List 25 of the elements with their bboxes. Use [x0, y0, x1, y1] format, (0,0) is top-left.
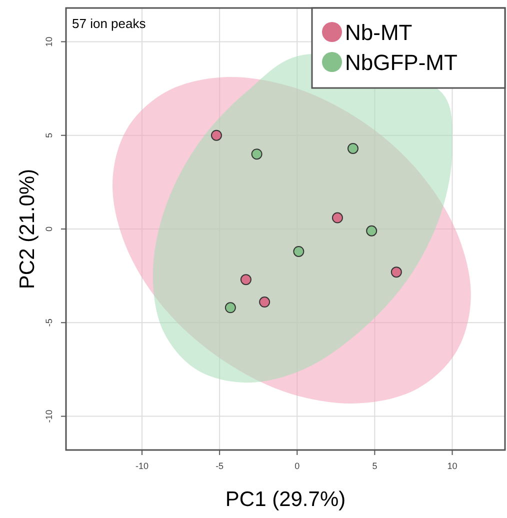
y-tick-label: -5 — [44, 318, 54, 327]
point — [210, 130, 222, 141]
x-tick-label: -10 — [136, 461, 149, 471]
point — [366, 225, 378, 236]
point — [259, 296, 270, 308]
y-tick-label: 5 — [44, 132, 54, 138]
point — [347, 142, 358, 154]
point — [240, 274, 252, 286]
x-tick-label: 5 — [372, 461, 378, 471]
x-tick-label: 10 — [447, 461, 458, 471]
legend-label: NbGFP-MT — [345, 50, 458, 75]
legend-label: Nb-MT — [345, 20, 412, 45]
x-tick-label: -5 — [216, 461, 224, 471]
point — [332, 212, 343, 224]
x-tick-label: 0 — [294, 461, 300, 471]
y-tick-label: 10 — [44, 36, 54, 47]
point — [293, 246, 304, 257]
point — [224, 302, 236, 314]
point — [251, 148, 262, 160]
x-axis-title: PC1 (29.7%) — [225, 488, 346, 511]
y-axis-title: PC2 (21.0%) — [16, 168, 39, 290]
annotation: 57 ion peaks — [72, 16, 146, 31]
y-tick-label: 0 — [44, 226, 54, 232]
point — [390, 266, 402, 278]
y-tick-label: -10 — [44, 410, 54, 423]
